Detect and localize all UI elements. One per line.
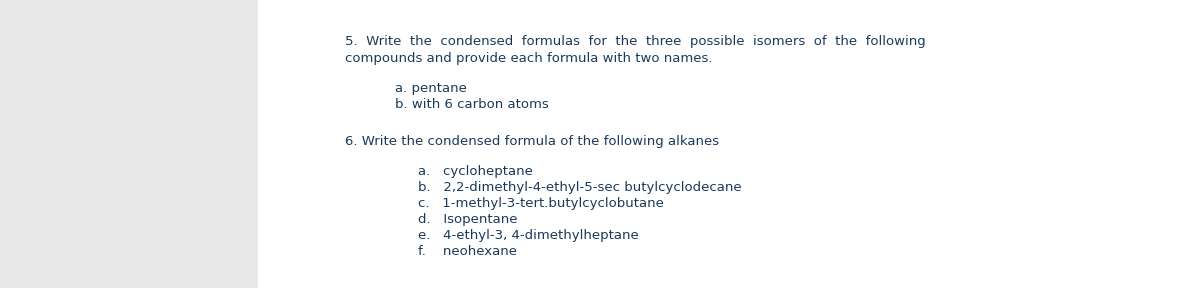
Text: b. with 6 carbon atoms: b. with 6 carbon atoms — [395, 98, 548, 111]
Text: f.    neohexane: f. neohexane — [418, 245, 517, 258]
Bar — [258, 0, 1200, 288]
Text: a. pentane: a. pentane — [395, 82, 467, 95]
Text: compounds and provide each formula with two names.: compounds and provide each formula with … — [346, 52, 713, 65]
Text: 5.  Write  the  condensed  formulas  for  the  three  possible  isomers  of  the: 5. Write the condensed formulas for the … — [346, 35, 925, 48]
Text: b.   2,2-dimethyl-4-ethyl-5-sec butylcyclodecane: b. 2,2-dimethyl-4-ethyl-5-sec butylcyclo… — [418, 181, 742, 194]
Text: c.   1-methyl-3-tert.butylcyclobutane: c. 1-methyl-3-tert.butylcyclobutane — [418, 197, 664, 210]
Text: e.   4-ethyl-3, 4-dimethylheptane: e. 4-ethyl-3, 4-dimethylheptane — [418, 229, 638, 242]
Text: 6. Write the condensed formula of the following alkanes: 6. Write the condensed formula of the fo… — [346, 135, 719, 148]
Text: d.   Isopentane: d. Isopentane — [418, 213, 517, 226]
Text: a.   cycloheptane: a. cycloheptane — [418, 165, 533, 178]
